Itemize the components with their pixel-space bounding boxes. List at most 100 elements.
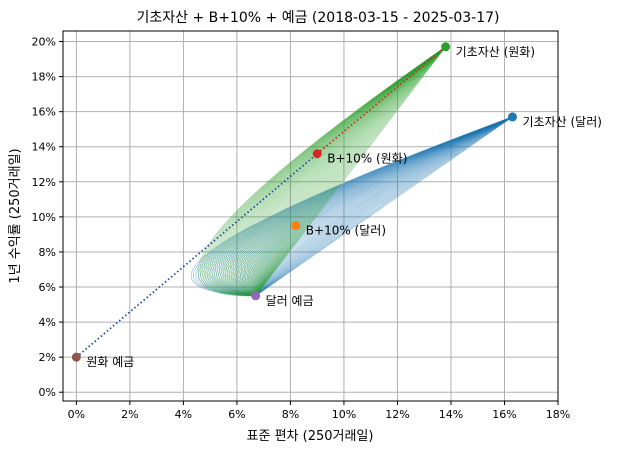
cloud-curve [238,116,513,297]
cloud-curve [255,116,513,297]
cloud-curve [251,116,513,296]
cloud-curve [255,116,513,296]
cloud-curve [254,116,513,296]
cloud-curve [220,116,513,297]
x-tick-label: 16% [492,408,516,421]
cloud-curve [253,116,513,296]
cloud-curve [252,46,446,296]
cloud-curve [255,46,446,296]
y-tick-label: 14% [32,141,56,154]
frontier-line [75,153,318,358]
cloud-curve [199,46,446,297]
cloud-curve [233,46,446,297]
cloud-curve [197,46,446,297]
y-tick-label: 10% [32,211,56,224]
cloud-curve [255,116,513,297]
cloud-curve [240,116,513,297]
x-tick-label: 12% [385,408,409,421]
cloud-curve [234,116,513,297]
cloud-curve [255,46,446,296]
cloud-curve [255,116,513,297]
cloud-curve [255,46,446,296]
cloud-curve [197,116,513,297]
x-tick-label: 10% [332,408,356,421]
x-axis-title: 표준 편차 (250거래일) [247,429,374,444]
cloud-curve [229,46,446,297]
point-marker [508,112,518,122]
cloud-curve [255,116,513,296]
cloud-curve [209,46,446,297]
cloud-curve [255,116,513,296]
cloud-curve [255,46,446,296]
line-layer [75,46,447,358]
cloud-curve [220,46,446,297]
cloud-curve [239,46,446,297]
cloud-curve [255,116,513,297]
cloud-curve [226,46,446,297]
cloud-curve [213,116,513,297]
cloud-curve [253,46,446,296]
cloud-curve [224,116,513,297]
cloud-curve [236,116,513,297]
grid-layer [63,31,559,401]
cloud-curve [255,46,446,296]
point-marker [312,149,322,159]
cloud-curve [228,46,446,297]
x-tick-label: 0% [68,408,85,421]
cloud-curve [211,46,446,297]
cloud-curve [255,116,513,296]
cloud-curve [255,46,446,296]
label-layer: 기초자산 (원화) 기초자산 (달러) B+10% (원화) B+10% (달러) 달러… [86,45,602,369]
cloud-curve [243,116,513,297]
cloud-curve [242,46,446,297]
cloud-curve [255,116,513,296]
x-tick-label: 2% [121,408,138,421]
cloud-curve [222,116,513,297]
cloud-curve [255,116,513,297]
cloud-curve [226,116,513,297]
tick-layer: 0% 2% 4% 6% 8% 10% 12% 14% 16% 18% 0% 2% 4% 6% 8% 10% 12… [32,36,571,421]
y-tick-label: 2% [39,351,56,364]
cloud-curve [216,116,513,297]
cloud-curve [255,46,446,296]
cloud-curve [245,46,446,297]
y-tick-label: 16% [32,106,56,119]
cloud-curve [193,116,513,297]
cloud-curve [228,116,513,297]
cloud-curve [255,46,446,296]
cloud-curve [255,116,513,296]
cloud-curve [255,46,446,296]
y-tick-label: 12% [32,176,56,189]
cloud-curve [246,46,446,297]
point-layer [71,42,518,362]
cloud-curve [218,116,513,297]
cloud-curve [255,46,446,296]
cloud-curve [253,46,446,296]
cloud-curve [213,46,446,297]
y-tick-label: 4% [39,316,56,329]
y-axis-title: 1년 수익률 (250거래일) [8,148,23,283]
cloud-curve [255,46,446,296]
cloud-curve [252,116,513,296]
cloud-curve [255,116,513,297]
cloud-curve [255,116,513,296]
cloud-curve [200,116,513,297]
y-tick-label: 8% [39,246,56,259]
x-tick-label: 6% [228,408,245,421]
cloud-layer [190,46,513,297]
point-label: B+10% (원화) [327,152,407,166]
cloud-curve [255,46,446,296]
point-marker [71,352,81,362]
cloud-curve [232,116,513,297]
cloud-curve [203,46,446,297]
chart-title: 기초자산 + B+10% + 예금 (2018-03-15 - 2025-03-… [136,10,499,26]
y-tick-label: 0% [39,386,56,399]
point-marker [251,291,261,301]
portfolio-cloud [190,116,513,297]
cloud-curve [255,46,446,296]
cloud-curve [217,46,446,297]
point-label: 달러 예금 [266,294,314,308]
y-tick-label: 20% [32,36,56,49]
cloud-curve [255,116,513,297]
